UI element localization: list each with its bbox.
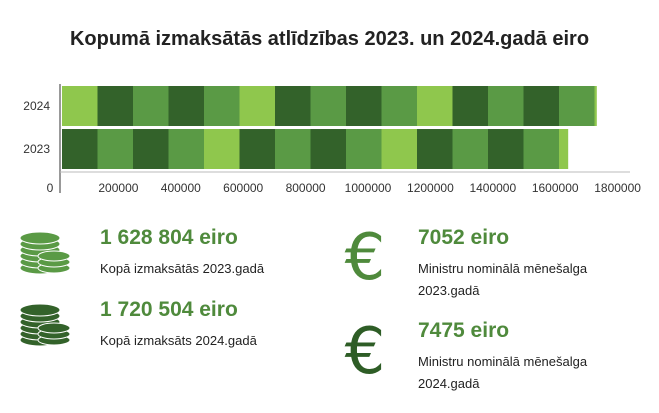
stat-label-line1: Ministru nominālā mēnešalga <box>418 261 588 276</box>
bar-segment <box>133 86 169 126</box>
stat-value: 7475 eiro <box>418 319 510 342</box>
bar-segment <box>559 129 569 169</box>
bar-segment <box>239 86 275 126</box>
bar-segment <box>310 86 346 126</box>
bar-segment <box>275 129 311 169</box>
bar-segment <box>417 129 453 169</box>
x-tick-label: 400000 <box>161 181 201 195</box>
bar-segment <box>488 86 524 126</box>
bar-segment <box>381 86 417 126</box>
bar-segment <box>417 86 453 126</box>
stat-salary-2024: 7475 eiro Ministru nominālā mēnešalga 20… <box>418 319 587 395</box>
bar-segment <box>168 86 204 126</box>
bar-segment <box>346 129 382 169</box>
x-tick-label: 1400000 <box>469 181 516 195</box>
stat-label-line1: Ministru nominālā mēnešalga <box>418 354 588 369</box>
x-tick-label: 200000 <box>98 181 138 195</box>
stat-salary-2023: 7052 eiro Ministru nominālā mēnešalga 20… <box>418 226 587 302</box>
bar-segment <box>239 129 275 169</box>
stat-label: Kopā izmaksātās 2023.gadā <box>100 261 265 276</box>
x-tick-label: 1800000 <box>594 181 641 195</box>
bar-segment <box>310 129 346 169</box>
bar-segment <box>559 86 595 126</box>
x-tick-label: 1200000 <box>407 181 454 195</box>
bar-segment <box>346 86 382 126</box>
x-tick-label: 600000 <box>223 181 263 195</box>
x-tick-label: 0 <box>47 181 54 195</box>
coins-icon <box>19 303 71 347</box>
bar-segment <box>204 129 240 169</box>
category-label: 2024 <box>23 99 50 113</box>
x-tick-label: 1600000 <box>532 181 579 195</box>
coins-icon <box>19 231 71 275</box>
bar-segment <box>488 129 524 169</box>
bar-segment <box>523 129 559 169</box>
stat-value: 7052 eiro <box>418 226 510 249</box>
bar <box>62 129 569 169</box>
bar-segment <box>62 129 98 169</box>
bar-segment <box>168 129 204 169</box>
bar-segment <box>62 86 98 126</box>
bar <box>62 86 597 126</box>
stat-label-line2: 2023.gadā <box>418 283 480 298</box>
bar-segment <box>594 86 597 126</box>
euro-icon: € <box>344 221 386 295</box>
bar-segment <box>275 86 311 126</box>
stat-paid-2024: 1 720 504 eiro Kopā izmaksāts 2024.gadā <box>100 298 257 352</box>
bar-segment <box>523 86 559 126</box>
bar-segment <box>97 86 133 126</box>
bar-segment <box>381 129 417 169</box>
bar-segment <box>204 86 240 126</box>
chart-title: Kopumā izmaksātās atlīdzības 2023. un 20… <box>69 28 590 50</box>
bar-segment <box>97 129 133 169</box>
x-tick-label: 800000 <box>286 181 326 195</box>
stat-label-line2: 2024.gadā <box>418 376 480 391</box>
bar-segment <box>452 129 488 169</box>
stat-value: 1 628 804 eiro <box>100 226 238 249</box>
x-tick-label: 1000000 <box>345 181 392 195</box>
stat-label: Kopā izmaksāts 2024.gadā <box>100 333 257 348</box>
euro-icon: € <box>344 315 386 389</box>
stat-value: 1 720 504 eiro <box>100 298 238 321</box>
bar-segment <box>133 129 169 169</box>
bar-chart: 2024 2023 0 200000 400000 600000 800000 1000000… <box>23 84 641 195</box>
category-label: 2023 <box>23 142 50 156</box>
bar-segment <box>452 86 488 126</box>
stat-paid-2023: 1 628 804 eiro Kopā izmaksātās 2023.gadā <box>100 226 264 280</box>
